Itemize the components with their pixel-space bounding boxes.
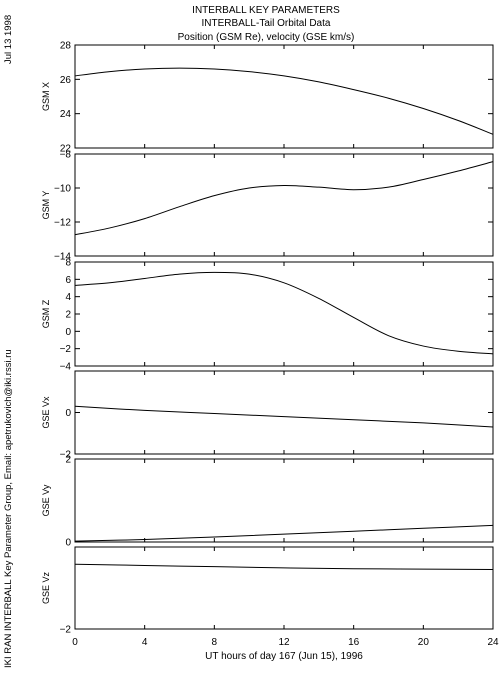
series-line-gse-vy xyxy=(74,524,494,542)
series-line-gsm-y xyxy=(74,161,494,236)
panel-1: −14 −12 −10 −8 GSM Y xyxy=(41,150,494,263)
x-axis-label: UT hours of day 167 (Jun 15), 1996 xyxy=(205,651,363,662)
y-axis-label: GSE Vy xyxy=(41,484,51,516)
y-tick-label: −8 xyxy=(60,150,72,161)
y-axis-label: GSM X xyxy=(41,82,51,111)
y-tick-label: −10 xyxy=(54,184,71,195)
x-tick-label: 20 xyxy=(418,637,430,648)
y-tick-label: 4 xyxy=(65,292,71,303)
panel-2: −4 −2 0 2 4 6 8 GSM Z xyxy=(41,258,494,373)
y-tick-label: 26 xyxy=(60,75,72,86)
series-line-gsm-z xyxy=(74,271,494,355)
panel-frame xyxy=(74,370,494,455)
x-tick-label: 16 xyxy=(348,637,360,648)
date-stamp: Jul 13 1998 xyxy=(3,15,14,64)
y-tick-label: 0 xyxy=(65,408,71,419)
y-tick-label: 2 xyxy=(65,455,71,466)
title-line-3: Position (GSM Re), velocity (GSE km/s) xyxy=(178,32,355,43)
series-line-gsm-x xyxy=(74,67,494,135)
chart-title: INTERBALL KEY PARAMETERS INTERBALL-Tail … xyxy=(178,5,355,43)
y-tick-label: 8 xyxy=(65,258,71,269)
x-tick-label: 24 xyxy=(487,637,499,648)
title-line-2: INTERBALL-Tail Orbital Data xyxy=(202,18,331,29)
y-tick-label: −14 xyxy=(54,252,71,263)
panel-frame xyxy=(74,153,494,257)
y-tick-label: 24 xyxy=(60,109,72,120)
y-axis-label: GSM Z xyxy=(41,299,51,328)
x-tick-label: 8 xyxy=(212,637,218,648)
panel-3: −2 0 GSE Vx xyxy=(41,370,494,461)
panel-0: 22 24 26 28 GSM X xyxy=(41,41,494,155)
panel-5: −2 GSE Vz xyxy=(41,546,494,636)
y-axis-label: GSE Vz xyxy=(41,571,51,604)
title-line-1: INTERBALL KEY PARAMETERS xyxy=(192,5,340,16)
x-tick-label: 4 xyxy=(142,637,148,648)
y-tick-label: −2 xyxy=(60,625,72,636)
y-tick-label: 0 xyxy=(65,538,71,549)
panel-4: 0 2 GSE Vy xyxy=(41,455,494,549)
y-tick-label: 22 xyxy=(60,144,72,155)
y-tick-label: −4 xyxy=(60,362,72,373)
series-line-gse-vz xyxy=(74,563,494,571)
y-tick-label: 2 xyxy=(65,310,71,321)
y-tick-label: −2 xyxy=(60,344,72,355)
y-tick-label: 28 xyxy=(60,41,72,52)
y-tick-label: −2 xyxy=(60,450,72,461)
x-axis: 0 4 8 12 16 20 24 xyxy=(72,637,499,648)
panel-frame xyxy=(74,261,494,367)
x-tick-label: 0 xyxy=(72,637,78,648)
credit-text: IKI RAN INTERBALL Key Parameter Group, E… xyxy=(3,349,14,668)
y-tick-label: −12 xyxy=(54,218,71,229)
y-axis-label: GSM Y xyxy=(41,191,51,220)
panel-frame xyxy=(74,546,494,630)
panel-frame xyxy=(74,458,494,543)
series-line-gse-vx xyxy=(74,405,494,428)
y-axis-label: GSE Vx xyxy=(41,396,51,429)
y-tick-label: 6 xyxy=(65,275,71,286)
panel-frame xyxy=(74,44,494,149)
y-tick-label: 0 xyxy=(65,327,71,338)
x-tick-label: 12 xyxy=(278,637,290,648)
